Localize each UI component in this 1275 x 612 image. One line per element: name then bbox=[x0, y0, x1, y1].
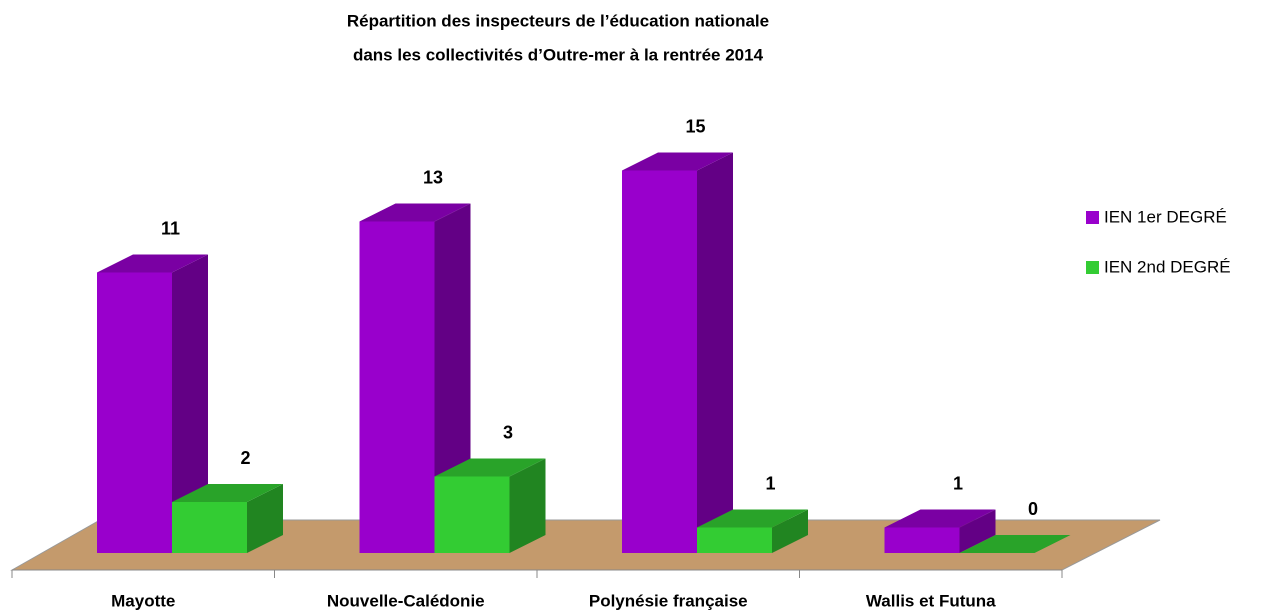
value-label: 1 bbox=[953, 473, 963, 493]
bar-top bbox=[884, 509, 996, 528]
legend-label: IEN 2nd DEGRÉ bbox=[1104, 257, 1231, 276]
bar bbox=[697, 527, 772, 553]
legend-label: IEN 1er DEGRÉ bbox=[1104, 207, 1227, 226]
legend-swatch bbox=[1086, 211, 1099, 224]
bar bbox=[172, 502, 247, 553]
value-label: 1 bbox=[765, 473, 775, 493]
bar bbox=[359, 221, 435, 553]
bar-side bbox=[172, 254, 208, 553]
bar-top bbox=[697, 509, 808, 528]
x-tick-label: Polynésie française bbox=[589, 591, 748, 610]
bar bbox=[622, 170, 697, 553]
chart-title: Répartition des inspecteurs de l’éducati… bbox=[347, 11, 769, 30]
value-label: 11 bbox=[161, 218, 180, 238]
bar-top bbox=[97, 254, 208, 273]
bar-side bbox=[959, 509, 996, 553]
bar-top bbox=[622, 152, 733, 171]
bar-top bbox=[434, 458, 546, 477]
x-tick-label: Wallis et Futuna bbox=[866, 591, 996, 610]
legend-swatch bbox=[1086, 261, 1099, 274]
bar-side bbox=[509, 458, 546, 553]
x-tick-label: Nouvelle-Calédonie bbox=[327, 591, 485, 610]
chart-title: dans les collectivités d’Outre-mer à la … bbox=[353, 45, 764, 64]
value-label: 2 bbox=[240, 448, 250, 468]
bar bbox=[884, 527, 960, 553]
bar-side bbox=[697, 152, 733, 553]
bar-top bbox=[959, 535, 1071, 553]
value-label: 3 bbox=[503, 422, 513, 442]
bar-side bbox=[772, 509, 808, 553]
value-label: 0 bbox=[1028, 499, 1038, 519]
bar-top bbox=[359, 203, 471, 222]
bar-top bbox=[172, 484, 283, 502]
bar-side bbox=[247, 484, 283, 553]
value-label: 13 bbox=[423, 167, 443, 187]
bar bbox=[434, 476, 510, 553]
x-tick-label: Mayotte bbox=[111, 591, 175, 610]
value-label: 15 bbox=[685, 116, 705, 136]
bar bbox=[97, 272, 172, 553]
